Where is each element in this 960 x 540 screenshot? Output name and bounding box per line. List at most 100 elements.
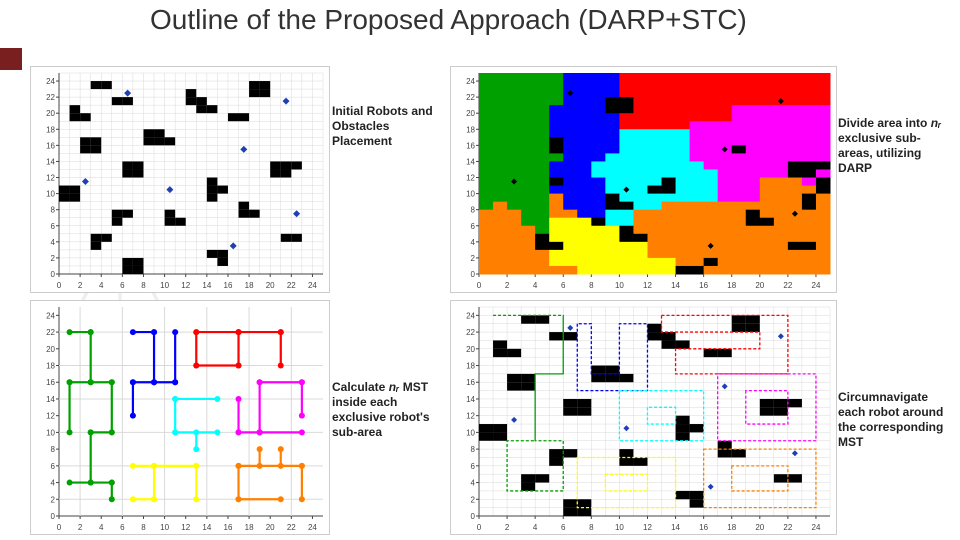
caption-panel1: Initial Robots and Obstacles Placement: [332, 104, 447, 149]
panel-circumnavigate: 0246810121416182022240246810121416182022…: [450, 300, 837, 535]
svg-text:16: 16: [466, 141, 475, 150]
svg-text:24: 24: [308, 281, 317, 290]
svg-text:14: 14: [466, 395, 475, 404]
svg-text:16: 16: [46, 141, 55, 150]
svg-text:2: 2: [51, 254, 56, 263]
svg-text:4: 4: [51, 479, 56, 488]
svg-text:22: 22: [783, 523, 792, 532]
svg-text:20: 20: [266, 523, 275, 532]
svg-text:24: 24: [812, 523, 821, 532]
svg-text:10: 10: [160, 281, 169, 290]
svg-text:24: 24: [466, 311, 475, 320]
svg-text:4: 4: [99, 281, 104, 290]
svg-text:14: 14: [671, 523, 680, 532]
svg-text:8: 8: [471, 206, 476, 215]
svg-text:10: 10: [46, 190, 55, 199]
svg-text:2: 2: [51, 495, 56, 504]
svg-text:10: 10: [615, 523, 624, 532]
svg-text:6: 6: [51, 462, 56, 471]
svg-text:14: 14: [202, 281, 211, 290]
svg-text:2: 2: [471, 495, 476, 504]
svg-text:2: 2: [505, 281, 510, 290]
svg-text:2: 2: [471, 254, 476, 263]
svg-text:22: 22: [46, 93, 55, 102]
svg-text:0: 0: [51, 270, 56, 279]
svg-text:0: 0: [51, 512, 56, 521]
svg-text:8: 8: [141, 281, 146, 290]
svg-text:20: 20: [755, 281, 764, 290]
svg-text:22: 22: [287, 523, 296, 532]
svg-text:12: 12: [643, 281, 652, 290]
svg-text:10: 10: [160, 523, 169, 532]
svg-text:18: 18: [245, 281, 254, 290]
svg-text:10: 10: [466, 428, 475, 437]
svg-text:8: 8: [471, 445, 476, 454]
svg-text:8: 8: [51, 206, 56, 215]
panel-darp-regions: 0246810121416182022240246810121416182022…: [450, 66, 837, 293]
svg-text:2: 2: [78, 281, 83, 290]
svg-text:6: 6: [120, 281, 125, 290]
svg-text:20: 20: [46, 109, 55, 118]
panel-initial-placement: 0246810121416182022240246810121416182022…: [30, 66, 330, 293]
svg-text:10: 10: [615, 281, 624, 290]
svg-text:4: 4: [471, 238, 476, 247]
svg-text:4: 4: [533, 523, 538, 532]
svg-text:22: 22: [783, 281, 792, 290]
caption-panel2: Divide area into nᵣ exclusive sub-areas,…: [838, 116, 953, 176]
caption-panel4: Circumnavigate each robot around the cor…: [838, 390, 953, 450]
svg-text:22: 22: [46, 328, 55, 337]
svg-text:0: 0: [471, 512, 476, 521]
svg-text:4: 4: [99, 523, 104, 532]
caption-panel3: Calculate nᵣ MST inside each exclusive r…: [332, 380, 447, 440]
svg-text:16: 16: [224, 523, 233, 532]
svg-text:12: 12: [181, 523, 190, 532]
svg-text:18: 18: [46, 125, 55, 134]
slide-title: Outline of the Proposed Approach (DARP+S…: [150, 4, 747, 36]
svg-text:14: 14: [46, 395, 55, 404]
svg-text:14: 14: [466, 157, 475, 166]
svg-text:22: 22: [287, 281, 296, 290]
svg-text:10: 10: [466, 190, 475, 199]
svg-text:0: 0: [57, 523, 62, 532]
svg-text:12: 12: [643, 523, 652, 532]
svg-text:8: 8: [141, 523, 146, 532]
svg-text:6: 6: [51, 222, 56, 231]
svg-text:6: 6: [471, 462, 476, 471]
accent-square: [0, 48, 22, 70]
slide: Outline of the Proposed Approach (DARP+S…: [0, 0, 960, 540]
svg-text:18: 18: [727, 523, 736, 532]
svg-text:0: 0: [477, 523, 482, 532]
svg-text:22: 22: [466, 93, 475, 102]
svg-text:18: 18: [466, 125, 475, 134]
svg-text:16: 16: [224, 281, 233, 290]
svg-text:24: 24: [308, 523, 317, 532]
svg-text:0: 0: [471, 270, 476, 279]
svg-text:20: 20: [466, 109, 475, 118]
svg-text:2: 2: [78, 523, 83, 532]
svg-text:20: 20: [755, 523, 764, 532]
svg-text:8: 8: [589, 281, 594, 290]
svg-text:8: 8: [589, 523, 594, 532]
svg-text:12: 12: [46, 412, 55, 421]
svg-text:14: 14: [671, 281, 680, 290]
svg-text:12: 12: [46, 174, 55, 183]
svg-text:6: 6: [120, 523, 125, 532]
svg-text:8: 8: [51, 445, 56, 454]
svg-text:0: 0: [477, 281, 482, 290]
svg-text:24: 24: [46, 77, 55, 86]
svg-text:20: 20: [46, 345, 55, 354]
svg-text:16: 16: [46, 378, 55, 387]
svg-text:24: 24: [46, 311, 55, 320]
svg-text:12: 12: [466, 174, 475, 183]
svg-text:16: 16: [466, 378, 475, 387]
svg-text:12: 12: [466, 412, 475, 421]
svg-text:22: 22: [466, 328, 475, 337]
svg-text:14: 14: [202, 523, 211, 532]
svg-text:18: 18: [466, 362, 475, 371]
svg-text:16: 16: [699, 281, 708, 290]
svg-text:20: 20: [266, 281, 275, 290]
svg-text:6: 6: [561, 523, 566, 532]
svg-text:2: 2: [505, 523, 510, 532]
panel-mst: 0246810121416182022240246810121416182022…: [30, 300, 330, 535]
svg-text:4: 4: [533, 281, 538, 290]
